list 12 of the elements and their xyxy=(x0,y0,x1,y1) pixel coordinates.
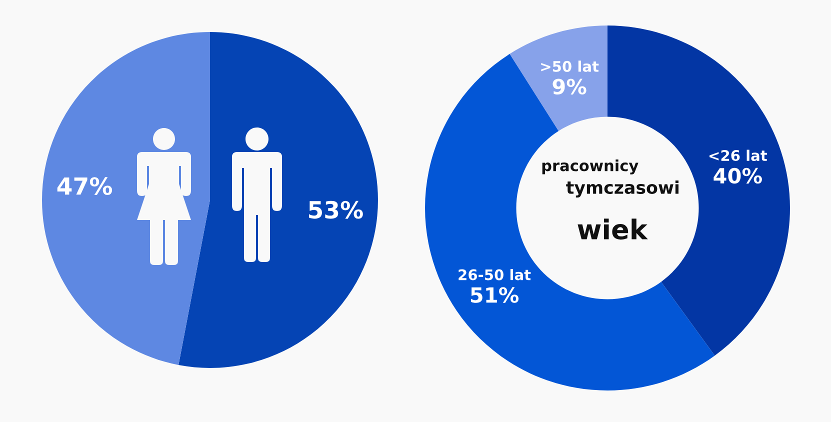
data-label: 47% xyxy=(57,177,112,195)
slice-label: >50 lat xyxy=(541,60,599,72)
slice-label: 26-50 lat xyxy=(458,268,531,280)
donut-slice xyxy=(510,26,608,131)
text: wiek xyxy=(578,218,648,240)
text: pracownicy tymczasowi xyxy=(542,159,678,198)
data-label: 40% xyxy=(714,168,762,184)
data-label: 53% xyxy=(309,200,363,219)
pie-slice xyxy=(178,32,378,368)
data-label: 51% xyxy=(470,287,519,303)
slice-label: <26 lat xyxy=(710,150,768,162)
data-label: 9% xyxy=(552,78,586,95)
